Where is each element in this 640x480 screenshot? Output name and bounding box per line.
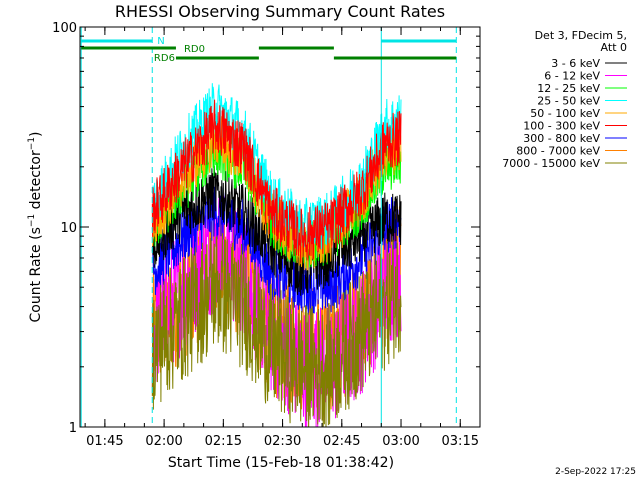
x-axis: 01:45 02:00 02:15 02:30 02:45 03:00 03:15 — [84, 27, 481, 449]
y-axis-label-part-3: ) — [28, 132, 44, 137]
legend-label: 3 - 6 keV — [551, 57, 600, 70]
legend-header-line-1: Det 3, FDecim 5, — [535, 29, 627, 42]
legend-header-line-2: Att 0 — [601, 41, 627, 54]
legend-label: 50 - 100 keV — [530, 107, 600, 120]
series-line — [151, 99, 402, 263]
x-tick-label: 02:30 — [264, 434, 301, 449]
attenuator-markers: RD0 RD6 — [81, 44, 457, 64]
legend-label: 25 - 50 keV — [537, 95, 600, 108]
chart-title: RHESSI Observing Summary Count Rates — [115, 2, 445, 21]
x-tick-label: 02:00 — [145, 434, 182, 449]
legend-label: 6 - 12 keV — [544, 70, 600, 83]
attenuator-label: RD0 — [184, 44, 205, 55]
y-tick-label: 1 — [69, 421, 77, 436]
legend-label: 800 - 7000 keV — [516, 145, 600, 158]
legend-label: 7000 - 15000 keV — [502, 157, 600, 170]
series-line — [151, 233, 402, 427]
x-tick-label: 03:15 — [442, 434, 479, 449]
legend-label: 12 - 25 keV — [537, 82, 600, 95]
x-axis-label: Start Time (15-Feb-18 01:38:42) — [168, 455, 394, 471]
y-tick-label: 100 — [52, 21, 77, 36]
night-label: N — [157, 36, 164, 47]
y-tick-label: 10 — [60, 221, 77, 236]
y-axis-label: Count Rate (s−1 detector−1) — [27, 132, 44, 323]
y-axis-label-part-1: Count Rate (s — [28, 227, 44, 322]
legend-label: 300 - 800 keV — [523, 132, 600, 145]
y-axis-label-part-2: detector — [28, 150, 44, 214]
x-tick-label: 02:45 — [323, 434, 360, 449]
plot-area — [151, 83, 402, 427]
attenuator-label: RD6 — [154, 53, 175, 64]
y-axis-label-exp-2: −1 — [27, 137, 37, 150]
x-tick-label: 01:45 — [86, 434, 123, 449]
x-tick-label: 03:00 — [382, 434, 419, 449]
x-tick-label: 02:15 — [205, 434, 242, 449]
y-axis-label-exp-1: −1 — [27, 214, 37, 227]
legend-label: 100 - 300 keV — [523, 120, 600, 133]
y-axis: 1 10 100 — [52, 21, 480, 436]
footer-date: 2-Sep-2022 17:25 — [555, 467, 636, 477]
